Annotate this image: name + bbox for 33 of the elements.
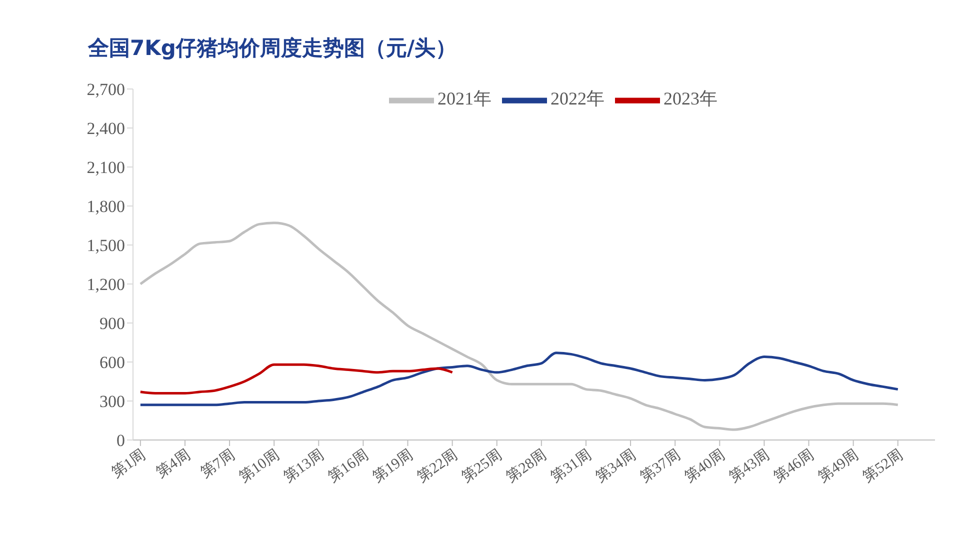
x-tick-label: 第16周 — [324, 446, 372, 486]
y-tick-label: 2,700 — [86, 80, 125, 100]
y-tick-label: 900 — [100, 314, 125, 334]
x-tick-label: 第25周 — [458, 446, 506, 486]
chart-title: 全国7Kg仔猪均价周度走势图（元/头） — [88, 35, 457, 62]
line-series — [139, 363, 454, 394]
x-tick-label: 第46周 — [770, 446, 818, 486]
y-tick-label: 300 — [100, 392, 125, 412]
x-tick-label: 第10周 — [236, 446, 282, 486]
legend-label: 2022年 — [550, 88, 604, 109]
x-tick-label: 第31周 — [548, 446, 594, 486]
line-series — [139, 352, 900, 406]
x-tick-label: 第13周 — [280, 446, 328, 486]
x-tick-label: 第4周 — [152, 446, 194, 482]
x-tick-label: 第52周 — [860, 446, 906, 486]
x-tick-label: 第22周 — [414, 446, 461, 486]
x-tick-label: 第28周 — [503, 446, 550, 486]
y-tick-label: 1,200 — [86, 275, 125, 294]
y-tick-label: 2,400 — [86, 119, 125, 138]
x-tick-label: 第19周 — [370, 446, 416, 486]
x-tick-label: 第34周 — [592, 446, 639, 486]
y-tick-label: 1,500 — [86, 236, 125, 256]
line-series — [139, 222, 900, 431]
x-tick-label: 第40周 — [681, 446, 728, 486]
x-tick-label: 第49周 — [815, 446, 862, 486]
x-tick-label: 第43周 — [726, 446, 773, 486]
legend-label: 2021年 — [438, 88, 492, 109]
y-tick-label: 1,800 — [86, 197, 125, 216]
x-tick-label: 第37周 — [636, 446, 684, 486]
legend-label: 2023年 — [664, 88, 718, 109]
y-tick-label: 2,100 — [86, 158, 125, 178]
y-tick-label: 600 — [100, 353, 125, 372]
x-tick-label: 第7周 — [197, 446, 238, 482]
